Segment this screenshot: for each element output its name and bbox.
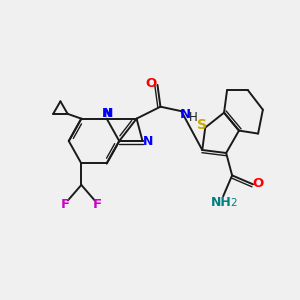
Text: F: F — [60, 197, 70, 211]
Text: S: S — [197, 118, 207, 132]
Text: N: N — [102, 107, 113, 120]
Text: NH: NH — [211, 196, 232, 209]
Text: N: N — [143, 134, 153, 148]
Text: H: H — [189, 111, 198, 124]
Text: N: N — [101, 107, 112, 120]
Text: N: N — [179, 108, 191, 121]
Text: 2: 2 — [230, 198, 237, 208]
Text: F: F — [93, 197, 102, 211]
Text: O: O — [145, 77, 157, 90]
Text: O: O — [253, 177, 264, 190]
